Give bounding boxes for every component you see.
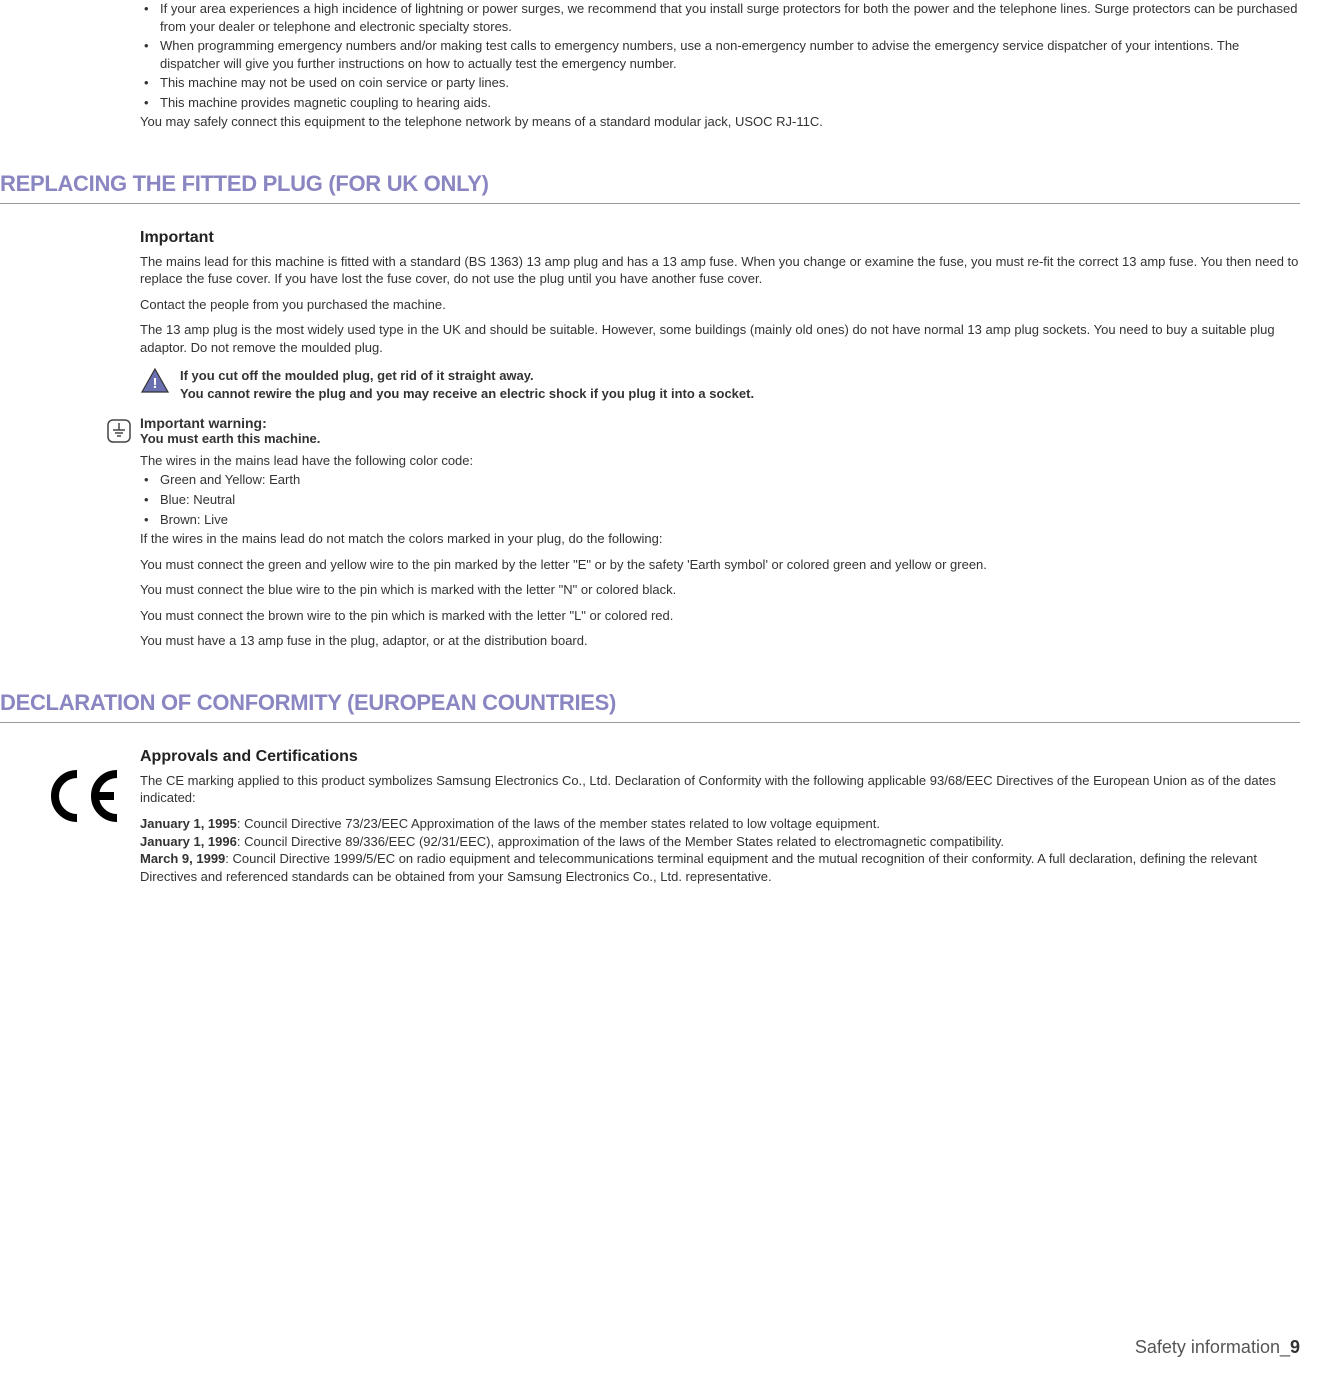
earth-heading: Important warning:	[140, 415, 1300, 431]
date-line: January 1, 1995: Council Directive 73/23…	[140, 815, 1300, 833]
wire-color-item: Green and Yellow: Earth	[140, 471, 1300, 489]
important-subheading: Important	[140, 229, 1300, 247]
wires-intro: The wires in the mains lead have the fol…	[140, 452, 1300, 470]
warning-triangle-icon: !	[140, 367, 170, 398]
date-text: : Council Directive 89/336/EEC (92/31/EE…	[237, 834, 1004, 849]
important-p3: The 13 amp plug is the most widely used …	[140, 321, 1300, 356]
warning-line2: You cannot rewire the plug and you may r…	[180, 385, 1300, 403]
date-text: : Council Directive 1999/5/EC on radio e…	[140, 851, 1257, 884]
earth-warning-block: Important warning: You must earth this m…	[110, 415, 1300, 650]
dates-block: January 1, 1995: Council Directive 73/23…	[140, 815, 1300, 885]
bullet-item: When programming emergency numbers and/o…	[140, 37, 1300, 72]
wire-color-item: Brown: Live	[140, 511, 1300, 529]
approvals-block: Approvals and Certifications The CE mark…	[140, 748, 1300, 885]
warning-block: ! If you cut off the moulded plug, get r…	[140, 367, 1300, 403]
ce-paragraph: The CE marking applied to this product s…	[140, 772, 1300, 807]
p-fuse: You must have a 13 amp fuse in the plug,…	[140, 632, 1300, 650]
wire-colors-list: Green and Yellow: Earth Blue: Neutral Br…	[140, 471, 1300, 528]
p-match: If the wires in the mains lead do not ma…	[140, 530, 1300, 548]
important-p2: Contact the people from you purchased th…	[140, 296, 1300, 314]
date-label: January 1, 1996	[140, 834, 237, 849]
p-green: You must connect the green and yellow wi…	[140, 556, 1300, 574]
svg-text:!: !	[153, 375, 158, 392]
footer-label: Safety information_	[1135, 1337, 1290, 1357]
p-blue: You must connect the blue wire to the pi…	[140, 581, 1300, 599]
p-brown: You must connect the brown wire to the p…	[140, 607, 1300, 625]
section-heading-conformity: DECLARATION OF CONFORMITY (EUROPEAN COUN…	[0, 690, 1300, 723]
approvals-subheading: Approvals and Certifications	[140, 748, 1300, 766]
ce-mark-icon	[45, 768, 125, 826]
footer-page-number: 9	[1290, 1337, 1300, 1357]
date-line: March 9, 1999: Council Directive 1999/5/…	[140, 850, 1300, 885]
page-footer: Safety information_9	[1135, 1337, 1300, 1358]
top-bullets-section: If your area experiences a high incidenc…	[140, 0, 1300, 131]
earth-ground-icon	[105, 417, 133, 448]
important-p1: The mains lead for this machine is fitte…	[140, 253, 1300, 288]
date-label: January 1, 1995	[140, 816, 237, 831]
date-label: March 9, 1999	[140, 851, 225, 866]
section-heading-plug: REPLACING THE FITTED PLUG (FOR UK ONLY)	[0, 171, 1300, 204]
bullet-item: If your area experiences a high incidenc…	[140, 0, 1300, 35]
top-paragraph: You may safely connect this equipment to…	[140, 113, 1300, 131]
bullet-item: This machine may not be used on coin ser…	[140, 74, 1300, 92]
top-bullets-list: If your area experiences a high incidenc…	[140, 0, 1300, 111]
date-text: : Council Directive 73/23/EEC Approximat…	[237, 816, 880, 831]
wire-color-item: Blue: Neutral	[140, 491, 1300, 509]
warning-line1: If you cut off the moulded plug, get rid…	[180, 367, 1300, 385]
bullet-item: This machine provides magnetic coupling …	[140, 94, 1300, 112]
earth-line: You must earth this machine.	[140, 431, 1300, 446]
date-line: January 1, 1996: Council Directive 89/33…	[140, 833, 1300, 851]
